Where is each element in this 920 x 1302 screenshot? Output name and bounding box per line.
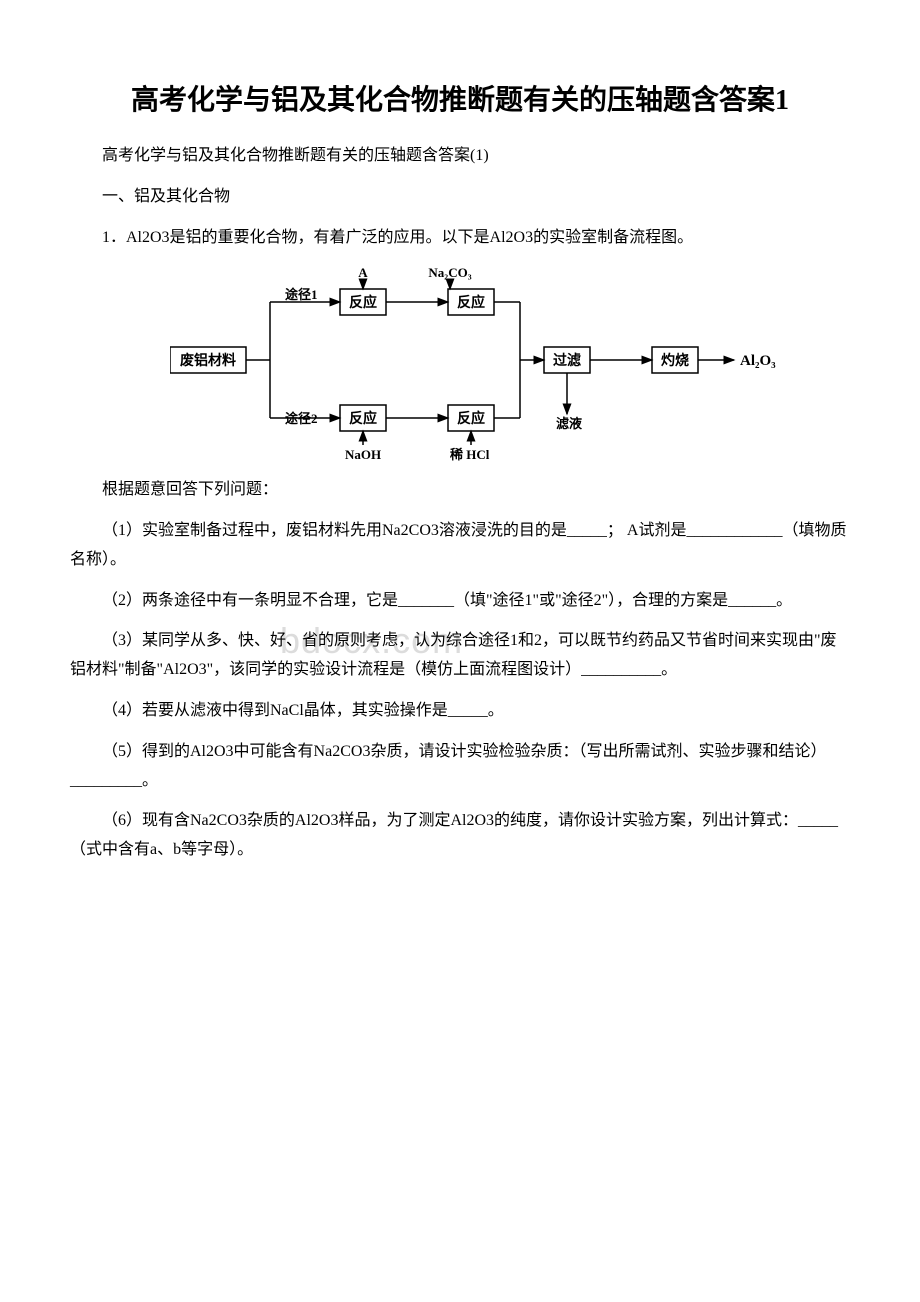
svg-text:废铝材料: 废铝材料 [180, 352, 236, 369]
flowchart-svg: 废铝材料反应反应反应反应过滤灼烧途径1途径2Al₂O₃滤液ANa₂CO₃NaOH… [170, 265, 790, 465]
question-2: （2）两条途径中有一条明显不合理，它是_______（填"途径1"或"途径2"）… [70, 587, 850, 616]
svg-text:灼烧: 灼烧 [661, 352, 689, 369]
svg-text:稀 HCl: 稀 HCl [450, 447, 490, 462]
svg-text:过滤: 过滤 [553, 352, 581, 369]
section-heading: 一、铝及其化合物 [70, 183, 850, 210]
svg-text:滤液: 滤液 [556, 416, 582, 431]
intro-paragraph: 1．Al2O3是铝的重要化合物，有着广泛的应用。以下是Al2O3的实验室制备流程… [70, 224, 850, 253]
flowchart-diagram: 废铝材料反应反应反应反应过滤灼烧途径1途径2Al₂O₃滤液ANa₂CO₃NaOH… [170, 265, 850, 470]
question-1: （1）实验室制备过程中，废铝材料先用Na2CO3溶液浸洗的目的是_____； A… [70, 517, 850, 575]
prompt-paragraph: 根据题意回答下列问题： [70, 476, 850, 505]
content-wrapper: 高考化学与铝及其化合物推断题有关的压轴题含答案1 高考化学与铝及其化合物推断题有… [70, 80, 850, 865]
svg-text:反应: 反应 [349, 294, 377, 311]
question-4: （4）若要从滤液中得到NaCl晶体，其实验操作是_____。 [70, 697, 850, 726]
svg-text:Al₂O₃: Al₂O₃ [740, 353, 776, 369]
svg-text:A: A [358, 265, 368, 280]
subtitle: 高考化学与铝及其化合物推断题有关的压轴题含答案(1) [70, 142, 850, 169]
svg-text:反应: 反应 [349, 410, 377, 427]
svg-text:反应: 反应 [457, 410, 485, 427]
svg-text:NaOH: NaOH [345, 447, 381, 462]
svg-text:途径1: 途径1 [285, 287, 318, 302]
question-6: （6）现有含Na2CO3杂质的Al2O3样品，为了测定Al2O3的纯度，请你设计… [70, 807, 850, 865]
question-3: （3）某同学从多、快、好、省的原则考虑，认为综合途径1和2，可以既节约药品又节省… [70, 627, 850, 685]
svg-text:Na₂CO₃: Na₂CO₃ [428, 265, 471, 280]
svg-text:反应: 反应 [457, 294, 485, 311]
question-5: （5）得到的Al2O3中可能含有Na2CO3杂质，请设计实验检验杂质：（写出所需… [70, 738, 850, 796]
page-title: 高考化学与铝及其化合物推断题有关的压轴题含答案1 [70, 80, 850, 122]
